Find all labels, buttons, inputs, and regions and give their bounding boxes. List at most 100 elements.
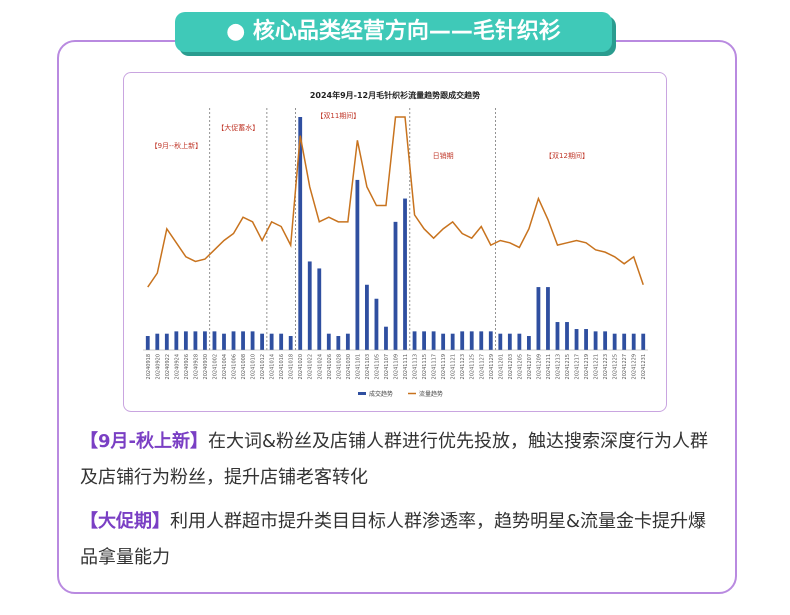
x-tick-label: 20241004 xyxy=(222,354,228,379)
bar xyxy=(488,331,493,350)
para-label: 【大促期】 xyxy=(80,511,170,532)
bar xyxy=(384,326,388,350)
bar xyxy=(441,333,446,350)
x-tick-label: 20241221 xyxy=(594,354,600,379)
bar xyxy=(507,333,512,350)
chart-card xyxy=(123,72,667,412)
bar xyxy=(326,333,331,350)
x-tick-label: 20240926 xyxy=(184,354,190,379)
bar xyxy=(145,336,150,350)
bar xyxy=(565,322,569,350)
bar xyxy=(336,336,341,350)
x-tick-label: 20241121 xyxy=(451,354,457,379)
bar xyxy=(193,331,198,350)
bar xyxy=(393,221,398,350)
para-text: 利用人群超市提升类目目标人群渗透率，趋势明星&流量金卡提升爆品拿量能力 xyxy=(80,511,707,568)
header-title: 核心品类经营方向——毛针织衫 xyxy=(252,19,561,44)
bar xyxy=(546,287,550,350)
bar xyxy=(450,333,455,350)
x-tick-label: 20241016 xyxy=(279,354,285,379)
x-tick-label: 20241231 xyxy=(641,354,647,379)
x-tick-label: 20241002 xyxy=(212,354,218,379)
x-tick-label: 20241101 xyxy=(355,354,361,379)
bar xyxy=(574,329,579,350)
bar xyxy=(355,179,360,350)
x-tick-label: 20241105 xyxy=(374,354,380,379)
x-tick-label: 20241107 xyxy=(384,354,390,379)
x-tick-label: 20241227 xyxy=(622,354,628,379)
bar xyxy=(622,333,627,350)
chart-title: 2024年9月-12月毛针织衫流量趋势跟成交趋势 xyxy=(310,90,480,100)
bar xyxy=(288,336,293,350)
x-tick-label: 20241209 xyxy=(536,354,542,379)
x-tick-label: 20240928 xyxy=(193,354,199,379)
x-tick-label: 20241129 xyxy=(489,354,495,379)
bar xyxy=(279,333,284,350)
x-tick-label: 20241125 xyxy=(470,354,476,379)
x-tick-label: 20241113 xyxy=(413,354,419,379)
legend-swatch xyxy=(358,392,366,395)
bar xyxy=(469,331,474,350)
x-tick-label: 20241223 xyxy=(603,354,609,379)
bar xyxy=(460,331,465,350)
annotation: 【大促蓄水】 xyxy=(217,123,259,132)
bar xyxy=(307,261,312,350)
bar xyxy=(203,331,207,350)
annotation: 【9月--秋上新】 xyxy=(151,141,203,150)
x-tick-label: 20241117 xyxy=(432,354,438,379)
bar xyxy=(479,331,484,350)
x-tick-label: 20241028 xyxy=(336,354,342,379)
x-tick-label: 20241103 xyxy=(365,354,371,379)
x-tick-label: 20240918 xyxy=(146,354,152,379)
bar xyxy=(212,331,217,350)
x-tick-label: 20241215 xyxy=(565,354,571,379)
x-tick-label: 20241024 xyxy=(317,354,323,379)
bar xyxy=(241,331,245,350)
x-tick-label: 20241207 xyxy=(527,354,533,379)
x-tick-label: 20241119 xyxy=(441,354,447,379)
bar xyxy=(612,333,617,350)
x-tick-label: 20241205 xyxy=(517,354,523,379)
bar xyxy=(222,333,226,350)
x-tick-label: 20241123 xyxy=(460,354,466,379)
bar xyxy=(231,331,236,350)
x-tick-label: 20241012 xyxy=(260,354,266,379)
legend-label: 流量趋势 xyxy=(419,390,443,398)
bar xyxy=(498,333,503,350)
x-tick-label: 20241217 xyxy=(575,354,581,379)
x-tick-label: 20241014 xyxy=(270,354,276,379)
bar xyxy=(603,331,608,350)
bar xyxy=(260,333,265,350)
x-tick-label: 20241018 xyxy=(289,354,295,379)
x-tick-label: 20241026 xyxy=(327,354,333,379)
x-tick-label: 20241225 xyxy=(613,354,619,379)
bar xyxy=(431,331,436,350)
bar xyxy=(641,333,646,350)
x-tick-label: 20241010 xyxy=(251,354,257,379)
x-tick-label: 20241111 xyxy=(403,354,409,379)
bar xyxy=(536,287,541,350)
para-label: 【9月-秋上新】 xyxy=(80,431,208,452)
header: ● 核心品类经营方向——毛针织衫 xyxy=(175,12,612,52)
bar xyxy=(164,333,169,350)
bar xyxy=(555,322,560,350)
x-tick-label: 20240924 xyxy=(174,354,180,379)
x-tick-label: 20241203 xyxy=(508,354,514,379)
bar xyxy=(345,333,350,350)
x-tick-label: 20240930 xyxy=(203,354,209,379)
bar xyxy=(155,333,160,350)
x-tick-label: 20241006 xyxy=(232,354,238,379)
x-tick-label: 20241030 xyxy=(346,354,352,379)
bar xyxy=(631,333,636,350)
x-tick-label: 20241109 xyxy=(394,354,400,379)
annotation: 【双11期间】 xyxy=(316,112,360,120)
x-tick-label: 20241219 xyxy=(584,354,590,379)
bar xyxy=(269,333,274,350)
bar xyxy=(317,268,322,350)
annotation: 日销期 xyxy=(433,151,454,160)
para-text: 在大词&粉丝及店铺人群进行优先投放，触达搜索深度行为人群及店铺行为粉丝，提升店铺… xyxy=(80,431,709,488)
bar xyxy=(374,298,379,350)
x-tick-label: 20241022 xyxy=(308,354,314,379)
